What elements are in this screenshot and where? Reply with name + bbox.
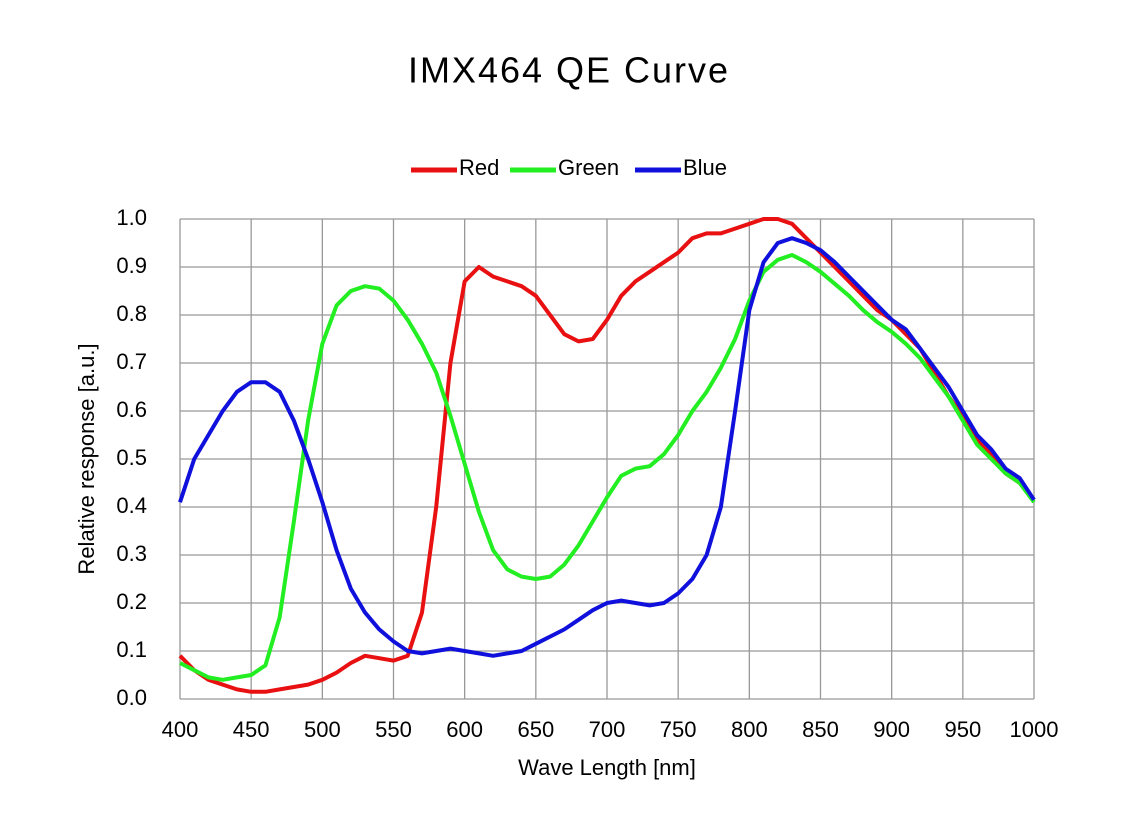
legend-label: Blue: [683, 155, 727, 180]
y-tick-label: 0.9: [116, 253, 147, 278]
legend-label: Red: [459, 155, 499, 180]
x-tick-label: 950: [944, 717, 981, 742]
y-tick-label: 0.3: [116, 541, 147, 566]
y-tick-label: 0.7: [116, 349, 147, 374]
y-tick-label: 0.5: [116, 445, 147, 470]
x-tick-label: 750: [660, 717, 697, 742]
x-tick-label: 600: [446, 717, 483, 742]
x-tick-label: 500: [304, 717, 341, 742]
x-tick-label: 400: [162, 717, 199, 742]
x-tick-label: 900: [873, 717, 910, 742]
x-tick-label: 700: [589, 717, 626, 742]
y-tick-label: 1.0: [116, 205, 147, 230]
y-tick-label: 0.4: [116, 493, 147, 518]
x-tick-label: 800: [731, 717, 768, 742]
legend-label: Green: [558, 155, 619, 180]
y-tick-label: 0.1: [116, 637, 147, 662]
x-tick-label: 850: [802, 717, 839, 742]
x-tick-label: 1000: [1010, 717, 1059, 742]
x-tick-label: 650: [517, 717, 554, 742]
line-series: [179, 253, 1036, 682]
y-axis-label: Relative response [a.u.]: [74, 343, 99, 574]
y-tick-label: 0.0: [116, 685, 147, 710]
y-tick-label: 0.2: [116, 589, 147, 614]
chart-title: IMX464 QE Curve: [408, 50, 730, 91]
y-tick-label: 0.6: [116, 397, 147, 422]
x-tick-label: 550: [375, 717, 412, 742]
x-axis-label: Wave Length [nm]: [518, 755, 696, 780]
line-series: [178, 236, 1036, 658]
x-tick-label: 450: [233, 717, 270, 742]
y-tick-label: 0.8: [116, 301, 147, 326]
